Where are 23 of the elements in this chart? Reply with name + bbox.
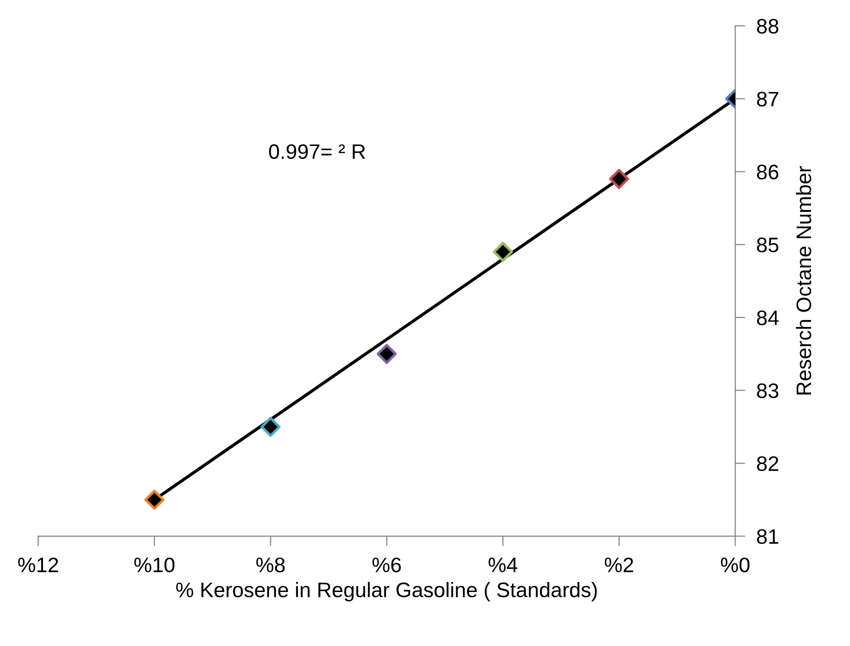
x-tick-label: %6	[372, 558, 401, 572]
point	[609, 168, 630, 189]
y-tick-label: 88	[756, 18, 778, 34]
point	[260, 416, 281, 437]
point	[376, 344, 397, 364]
x-axis-title: % Kerosene in Regular Gasoline ( Standards)	[176, 582, 597, 602]
y-axis-title: Reserch Octane Number	[796, 166, 812, 395]
y-tick-label: 81	[756, 529, 778, 544]
x-tick-label: %12	[18, 558, 58, 572]
y-tick-label: 83	[756, 383, 778, 398]
y-tick-label: 87	[756, 92, 778, 106]
y-tick-label: 84	[756, 310, 779, 326]
x-tick-label: %4	[488, 558, 518, 572]
x-tick-label: %8	[256, 558, 285, 572]
annotation: 0.997= ² R	[269, 144, 366, 160]
x-tick-label: %2	[604, 558, 634, 572]
y-tick-label: 82	[756, 456, 778, 472]
point	[144, 490, 164, 510]
x-tick-label: %10	[134, 558, 174, 572]
y-tick-label: 86	[756, 164, 778, 180]
point	[492, 242, 513, 262]
x-tick-label: %0	[720, 558, 750, 572]
y-tick-label: 85	[756, 238, 778, 252]
